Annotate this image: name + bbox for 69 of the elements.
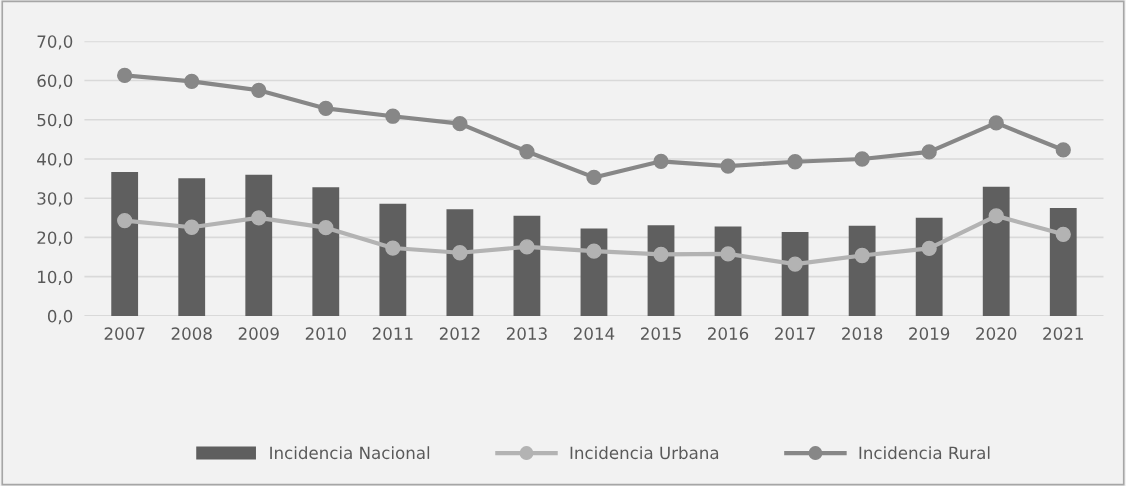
point [653,246,669,262]
point [117,67,133,84]
bar [915,217,943,316]
bar [513,215,541,316]
y-tick-label: 60,0 [37,74,73,89]
x-tick-label: 2021 [1043,327,1083,340]
x-tick-label: 2014 [573,327,615,340]
point [720,246,736,262]
point [519,143,535,160]
bar [312,187,340,316]
x-tick-label: 2015 [641,327,681,340]
x-tick-label: 2016 [708,327,749,340]
x-tick-label: 2020 [976,327,1017,340]
y-tick-label: 30,0 [37,192,73,207]
point [787,154,803,170]
y-tick-label: 0,0 [47,309,73,325]
point [854,151,870,167]
point [519,239,535,255]
bar [714,226,742,316]
point [452,116,468,132]
point [452,245,468,261]
point [184,219,200,235]
point [988,115,1004,131]
bar [446,209,474,316]
x-tick-label: 2018 [842,327,883,340]
x-tick-label: 2013 [506,327,547,340]
point [921,144,937,160]
bar [245,174,273,316]
x-tick-label: 2007 [104,327,145,340]
legend-label: Incidencia Urbana [570,446,719,460]
bar [111,171,139,316]
legend-label: Incidencia Rural [859,446,990,460]
x-tick-label: 2009 [238,327,279,340]
point [787,256,803,272]
point [251,210,267,226]
y-tick-label: 10,0 [38,270,73,285]
x-tick-label: 2011 [372,327,413,340]
point [184,73,200,89]
y-tick-label: 70,0 [37,35,73,50]
point [385,108,401,124]
point [251,82,267,98]
x-tick-label: 2012 [439,327,480,340]
point [1055,142,1071,158]
point [117,212,133,229]
bar [848,225,876,316]
bar [178,178,206,316]
x-tick-label: 2010 [305,327,346,340]
x-tick-label: 2008 [171,327,212,340]
bar [647,225,675,316]
point [921,240,937,257]
legend-label: Incidencia Nacional [270,446,430,460]
x-tick-label: 2017 [775,327,815,340]
point [1055,226,1071,242]
point [988,208,1004,224]
y-tick-label: 50,0 [37,113,73,129]
y-tick-label: 20,0 [37,231,73,246]
point [318,100,334,117]
point [586,169,602,186]
bar [982,186,1010,316]
point [720,158,736,174]
point [586,243,602,259]
point [653,153,669,169]
bar [1049,208,1077,316]
point [854,247,870,264]
x-tick-label: 2019 [909,327,950,340]
bar [379,203,407,316]
point [385,240,401,256]
y-tick-label: 40,0 [37,152,73,168]
point [318,219,334,236]
